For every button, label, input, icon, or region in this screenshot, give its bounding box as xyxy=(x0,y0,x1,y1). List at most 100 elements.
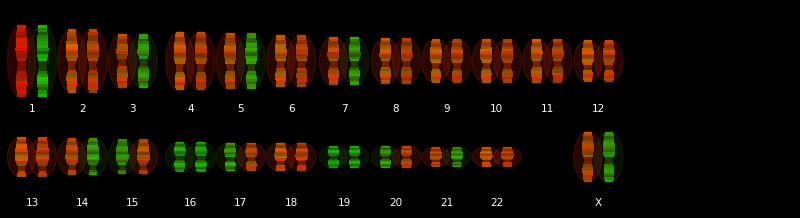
Bar xyxy=(67,142,77,143)
Bar xyxy=(66,41,78,44)
Bar xyxy=(246,162,256,164)
Bar xyxy=(431,149,441,150)
Bar xyxy=(176,157,183,158)
Bar xyxy=(226,71,234,74)
Bar xyxy=(604,175,614,177)
Ellipse shape xyxy=(574,131,602,182)
Bar xyxy=(17,137,26,139)
Bar xyxy=(481,71,491,73)
Bar xyxy=(451,59,462,61)
Bar xyxy=(276,145,286,147)
Bar xyxy=(117,53,128,56)
Bar xyxy=(450,156,463,157)
Ellipse shape xyxy=(522,39,550,83)
Bar xyxy=(38,84,48,87)
Bar xyxy=(604,78,614,80)
Bar xyxy=(350,156,358,157)
Bar xyxy=(583,40,592,42)
Bar xyxy=(117,44,128,46)
Bar xyxy=(174,161,185,162)
Ellipse shape xyxy=(130,33,158,89)
Bar xyxy=(196,168,206,169)
Bar xyxy=(431,39,440,41)
Ellipse shape xyxy=(130,139,158,175)
Bar xyxy=(401,73,412,76)
Bar xyxy=(502,163,512,164)
Bar xyxy=(532,41,542,43)
Bar xyxy=(452,61,462,63)
Bar xyxy=(197,155,205,157)
Bar xyxy=(606,68,613,70)
Text: 21: 21 xyxy=(440,198,453,208)
Bar xyxy=(380,75,390,78)
Bar xyxy=(583,70,592,72)
Bar xyxy=(603,152,614,155)
Bar xyxy=(174,42,186,45)
Bar xyxy=(605,40,614,42)
Bar xyxy=(276,143,285,144)
Bar xyxy=(402,75,412,78)
Ellipse shape xyxy=(472,147,500,167)
Bar xyxy=(298,160,306,161)
Bar xyxy=(584,65,591,67)
Bar xyxy=(140,165,146,167)
Bar xyxy=(403,63,410,65)
Ellipse shape xyxy=(266,34,294,88)
Bar xyxy=(380,162,391,163)
Bar xyxy=(328,164,338,165)
Bar xyxy=(118,34,126,36)
Bar xyxy=(430,158,442,159)
Bar xyxy=(37,38,48,41)
Bar xyxy=(533,61,540,63)
Bar xyxy=(554,65,562,67)
Bar xyxy=(89,90,98,93)
Bar xyxy=(197,64,205,66)
Bar xyxy=(298,66,306,68)
Bar xyxy=(276,144,286,145)
Bar xyxy=(195,149,206,150)
Bar xyxy=(38,164,46,166)
Bar xyxy=(174,151,186,153)
Bar xyxy=(194,53,207,56)
Ellipse shape xyxy=(443,147,471,167)
Bar xyxy=(298,170,306,171)
Bar xyxy=(430,155,442,156)
Bar xyxy=(328,161,339,162)
Bar xyxy=(139,171,147,173)
Bar xyxy=(328,46,339,48)
Bar xyxy=(174,147,186,149)
Bar xyxy=(67,90,76,93)
Bar xyxy=(116,152,129,154)
Bar xyxy=(246,43,257,46)
Bar xyxy=(246,156,256,157)
Bar xyxy=(226,162,235,164)
Bar xyxy=(349,74,360,76)
Bar xyxy=(195,42,206,45)
Bar xyxy=(402,38,411,40)
Bar xyxy=(66,153,78,155)
Bar xyxy=(482,159,490,160)
Bar xyxy=(118,36,127,39)
Bar xyxy=(350,68,359,70)
Bar xyxy=(430,153,442,154)
Bar xyxy=(329,148,338,149)
Bar xyxy=(246,145,256,147)
Bar xyxy=(350,76,360,78)
Bar xyxy=(276,80,286,82)
Bar xyxy=(89,70,98,73)
Bar xyxy=(430,152,442,153)
Bar xyxy=(533,63,540,65)
Bar xyxy=(175,88,184,90)
Bar xyxy=(195,162,206,164)
Bar xyxy=(451,47,462,49)
Bar xyxy=(116,155,129,157)
Bar xyxy=(349,161,360,162)
Bar xyxy=(504,63,511,65)
Bar xyxy=(175,37,185,40)
Bar xyxy=(604,72,614,74)
Bar xyxy=(138,46,149,49)
Bar xyxy=(138,162,149,163)
Bar xyxy=(451,158,462,159)
Bar xyxy=(381,80,390,82)
Bar xyxy=(328,153,339,154)
